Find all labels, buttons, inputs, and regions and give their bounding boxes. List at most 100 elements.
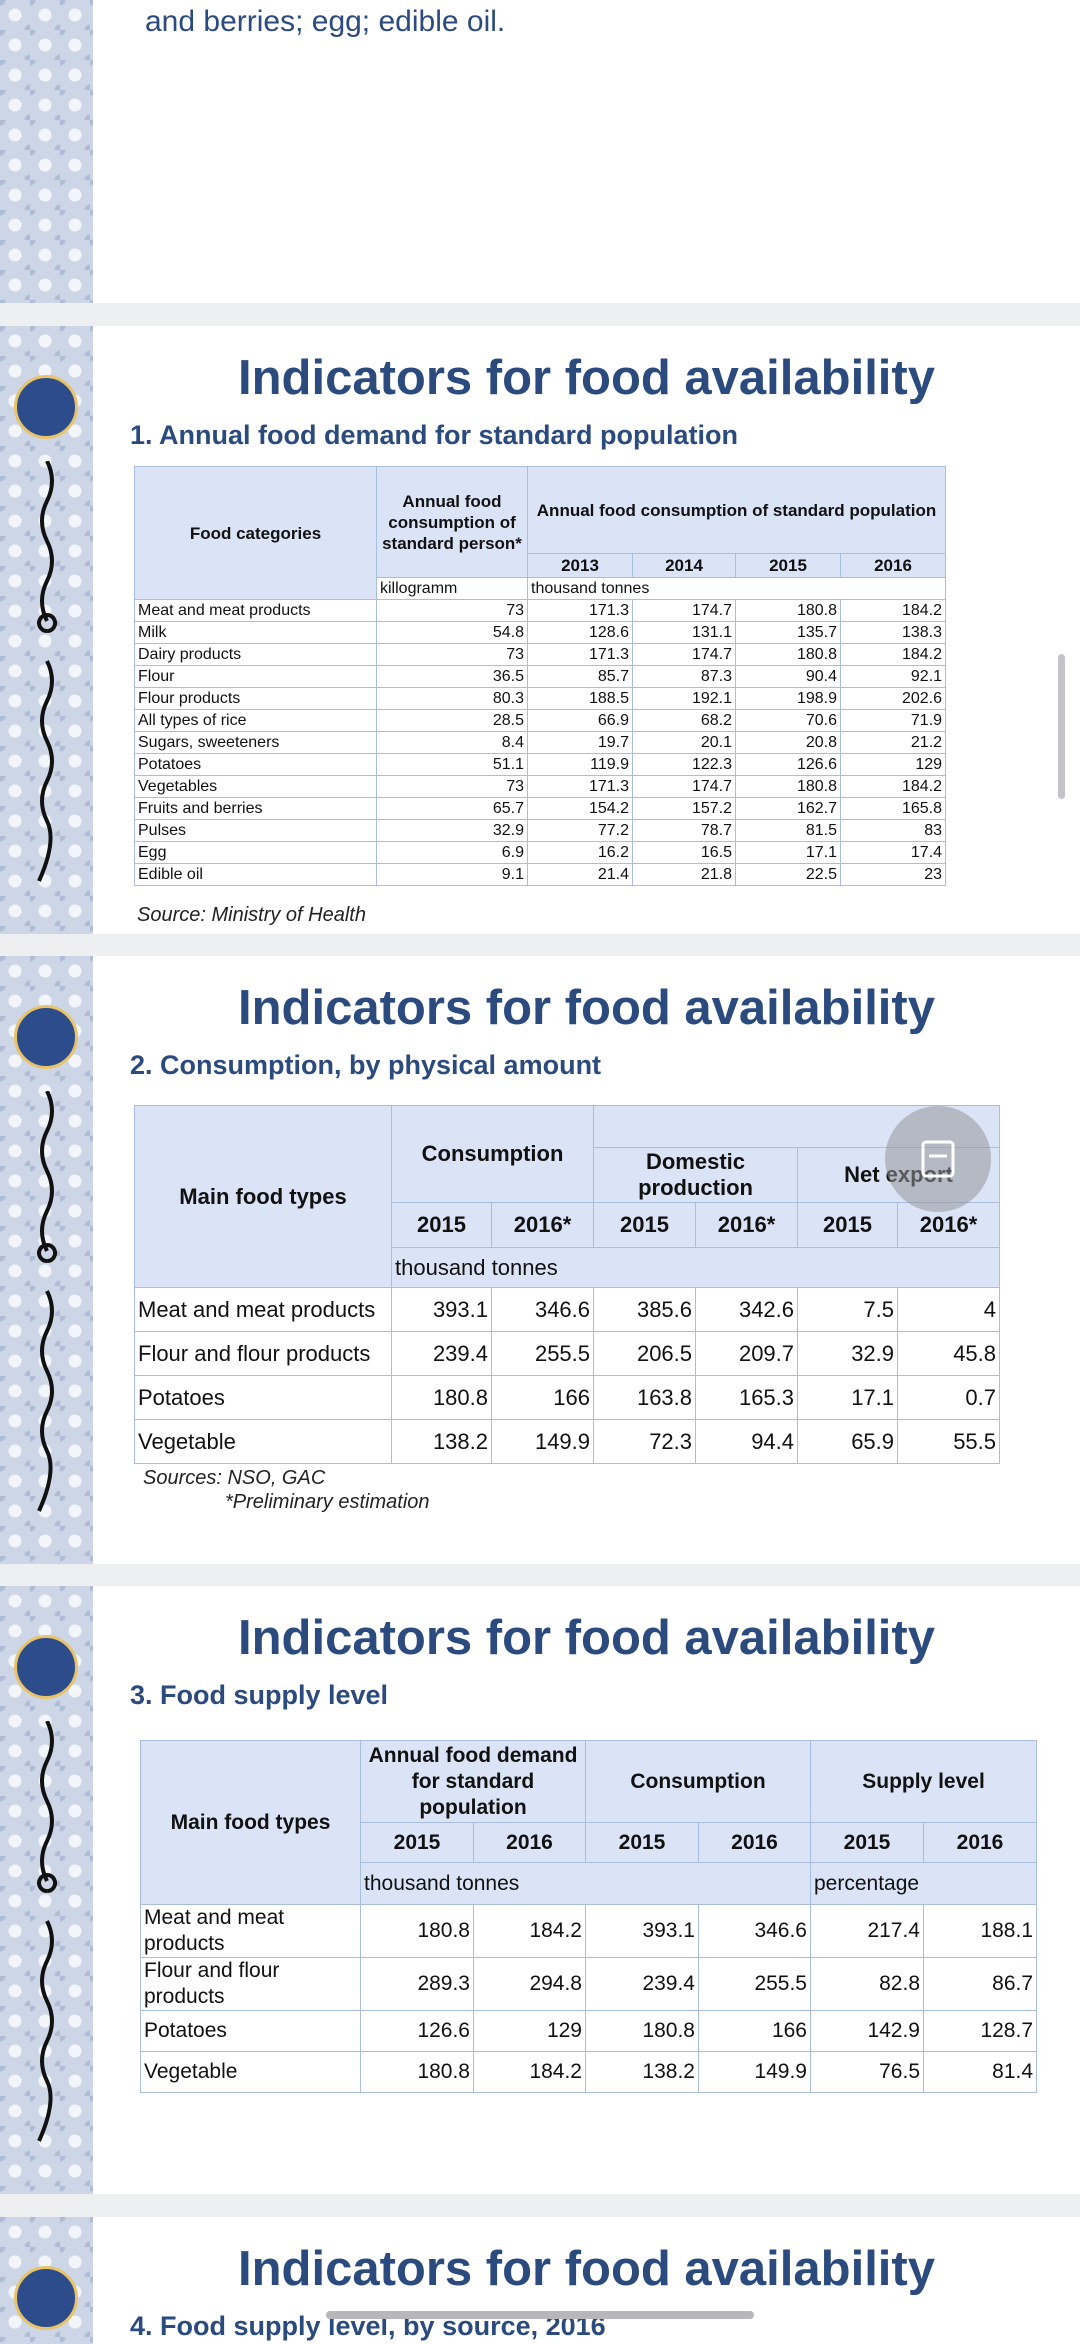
value-cell: 92.1 [839,665,947,688]
slide-subtitle: 3. Food supply level [130,1680,389,1710]
value-cell: 55.5 [897,1419,1001,1464]
header-cell: Main food types [140,1740,361,1905]
value-cell: 138.3 [839,621,947,644]
header-cell: Consumption [390,1105,595,1203]
value-cell: 157.2 [632,797,736,820]
source-note: Sources: NSO, GAC [143,1467,326,1489]
year-header: 2015 [391,1202,492,1248]
value-cell: 51.1 [376,753,528,776]
value-cell: 17.1 [735,841,841,864]
value-cell: 239.4 [391,1331,492,1376]
floating-button[interactable] [885,1106,991,1212]
slide-title: Indicators for food availability [237,981,935,1035]
value-cell: 180.8 [391,1375,492,1420]
unit-cell: percentage [809,1862,1038,1905]
value-cell: 83 [839,819,947,842]
value-cell: 138.2 [391,1419,492,1464]
value-cell: 20.1 [632,731,736,754]
value-cell: 198.9 [735,687,841,710]
year-header: 2015 [585,1822,699,1863]
value-cell: 129 [839,753,947,776]
slide: Indicators for food availability 1. Annu… [0,326,1080,934]
row-label: Flour and flour products [134,1331,392,1376]
row-label: Meat and meat products [140,1904,361,1958]
value-cell: 65.9 [797,1419,899,1464]
unit-cell: thousand tonnes [526,577,947,600]
value-cell: 209.7 [695,1331,799,1376]
value-cell: 65.7 [376,797,528,820]
value-cell: 32.9 [376,819,528,842]
slide-title: Indicators for food availability [237,351,935,405]
value-cell: 180.8 [735,643,841,666]
table-body: Meat and meat products 73 171.3 174.7 180.8 1… [134,599,947,886]
table-row: Fruits and berries 65.7 154.2 157.2 162.7 165… [134,797,947,820]
row-label: Flour and flour products [140,1957,361,2011]
table-row: Vegetable 180.8 184.2 138.2 149.9 76.5 81.4 [140,2051,1038,2093]
header-cell: Annual food consumption of standard pers… [376,466,528,578]
value-cell: 171.3 [527,643,633,666]
header-cell: Domestic production [593,1147,799,1203]
year-header: 2015 [360,1822,474,1863]
row-label: Meat and meat products [134,599,377,622]
value-cell: 22.5 [735,863,841,886]
value-cell: 239.4 [585,1957,699,2011]
year-header: 2016 [922,1822,1038,1863]
value-cell: 54.8 [376,621,528,644]
script-stroke [37,461,57,882]
table-row: Flour and flour products 289.3 294.8 239.4 2… [140,1957,1038,2011]
value-cell: 393.1 [391,1287,492,1332]
footnote: *Preliminary estimation [225,1491,430,1513]
row-label: Fruits and berries [134,797,377,820]
button-icon [921,1140,955,1178]
value-cell: 73 [376,775,528,798]
row-label: Vegetable [140,2051,361,2093]
value-cell: 180.8 [585,2010,699,2052]
value-cell: 184.2 [839,599,947,622]
value-cell: 149.9 [698,2051,811,2093]
value-cell: 128.6 [527,621,633,644]
value-cell: 174.7 [632,599,736,622]
slide-subtitle: 2. Consumption, by physical amount [130,1050,602,1080]
value-cell: 126.6 [735,753,841,776]
value-cell: 9.1 [376,863,528,886]
header-cell: Main food types [134,1105,392,1288]
value-cell: 171.3 [527,599,633,622]
row-label: Meat and meat products [134,1287,392,1332]
value-cell: 71.9 [839,709,947,732]
value-cell: 163.8 [593,1375,697,1420]
value-cell: 82.8 [810,1957,924,2011]
icon-shape [921,1140,955,1178]
table-row: Flour products 80.3 188.5 192.1 198.9 202.6 [134,687,947,710]
year-header: 2016* [490,1202,595,1248]
year-header: 2015 [593,1202,697,1248]
value-cell: 90.4 [735,665,841,688]
logo [14,1005,78,1069]
value-cell: 76.5 [810,2051,924,2093]
value-cell: 81.5 [735,819,841,842]
value-cell: 166 [698,2010,811,2052]
logo [14,2266,78,2330]
row-label: Edible oil [134,863,377,886]
value-cell: 8.4 [376,731,528,754]
row-label: Potatoes [134,1375,392,1420]
table-row: Egg 6.9 16.2 16.5 17.1 17.4 [134,841,947,864]
scrollbar[interactable] [1058,654,1065,799]
logo [14,1635,78,1699]
row-label: Potatoes [134,753,377,776]
header-cell: Supply level [809,1740,1038,1823]
data-table: Food categories Annual food consumption o… [134,466,947,886]
script-stroke [37,1721,57,2142]
script-stroke [37,1091,57,1512]
value-cell: 73 [376,643,528,666]
home-indicator[interactable] [326,2311,754,2319]
value-cell: 28.5 [376,709,528,732]
value-cell: 180.8 [735,599,841,622]
row-label: Flour products [134,687,377,710]
value-cell: 19.7 [527,731,633,754]
table-row: Meat and meat products 393.1 346.6 385.6 342… [134,1287,1001,1332]
header-cell: Food categories [134,466,377,600]
slide-subtitle: 1. Annual food demand for standard popul… [130,420,738,450]
table-row: Vegetables 73 171.3 174.7 180.8 184.2 [134,775,947,798]
value-cell: 78.7 [632,819,736,842]
